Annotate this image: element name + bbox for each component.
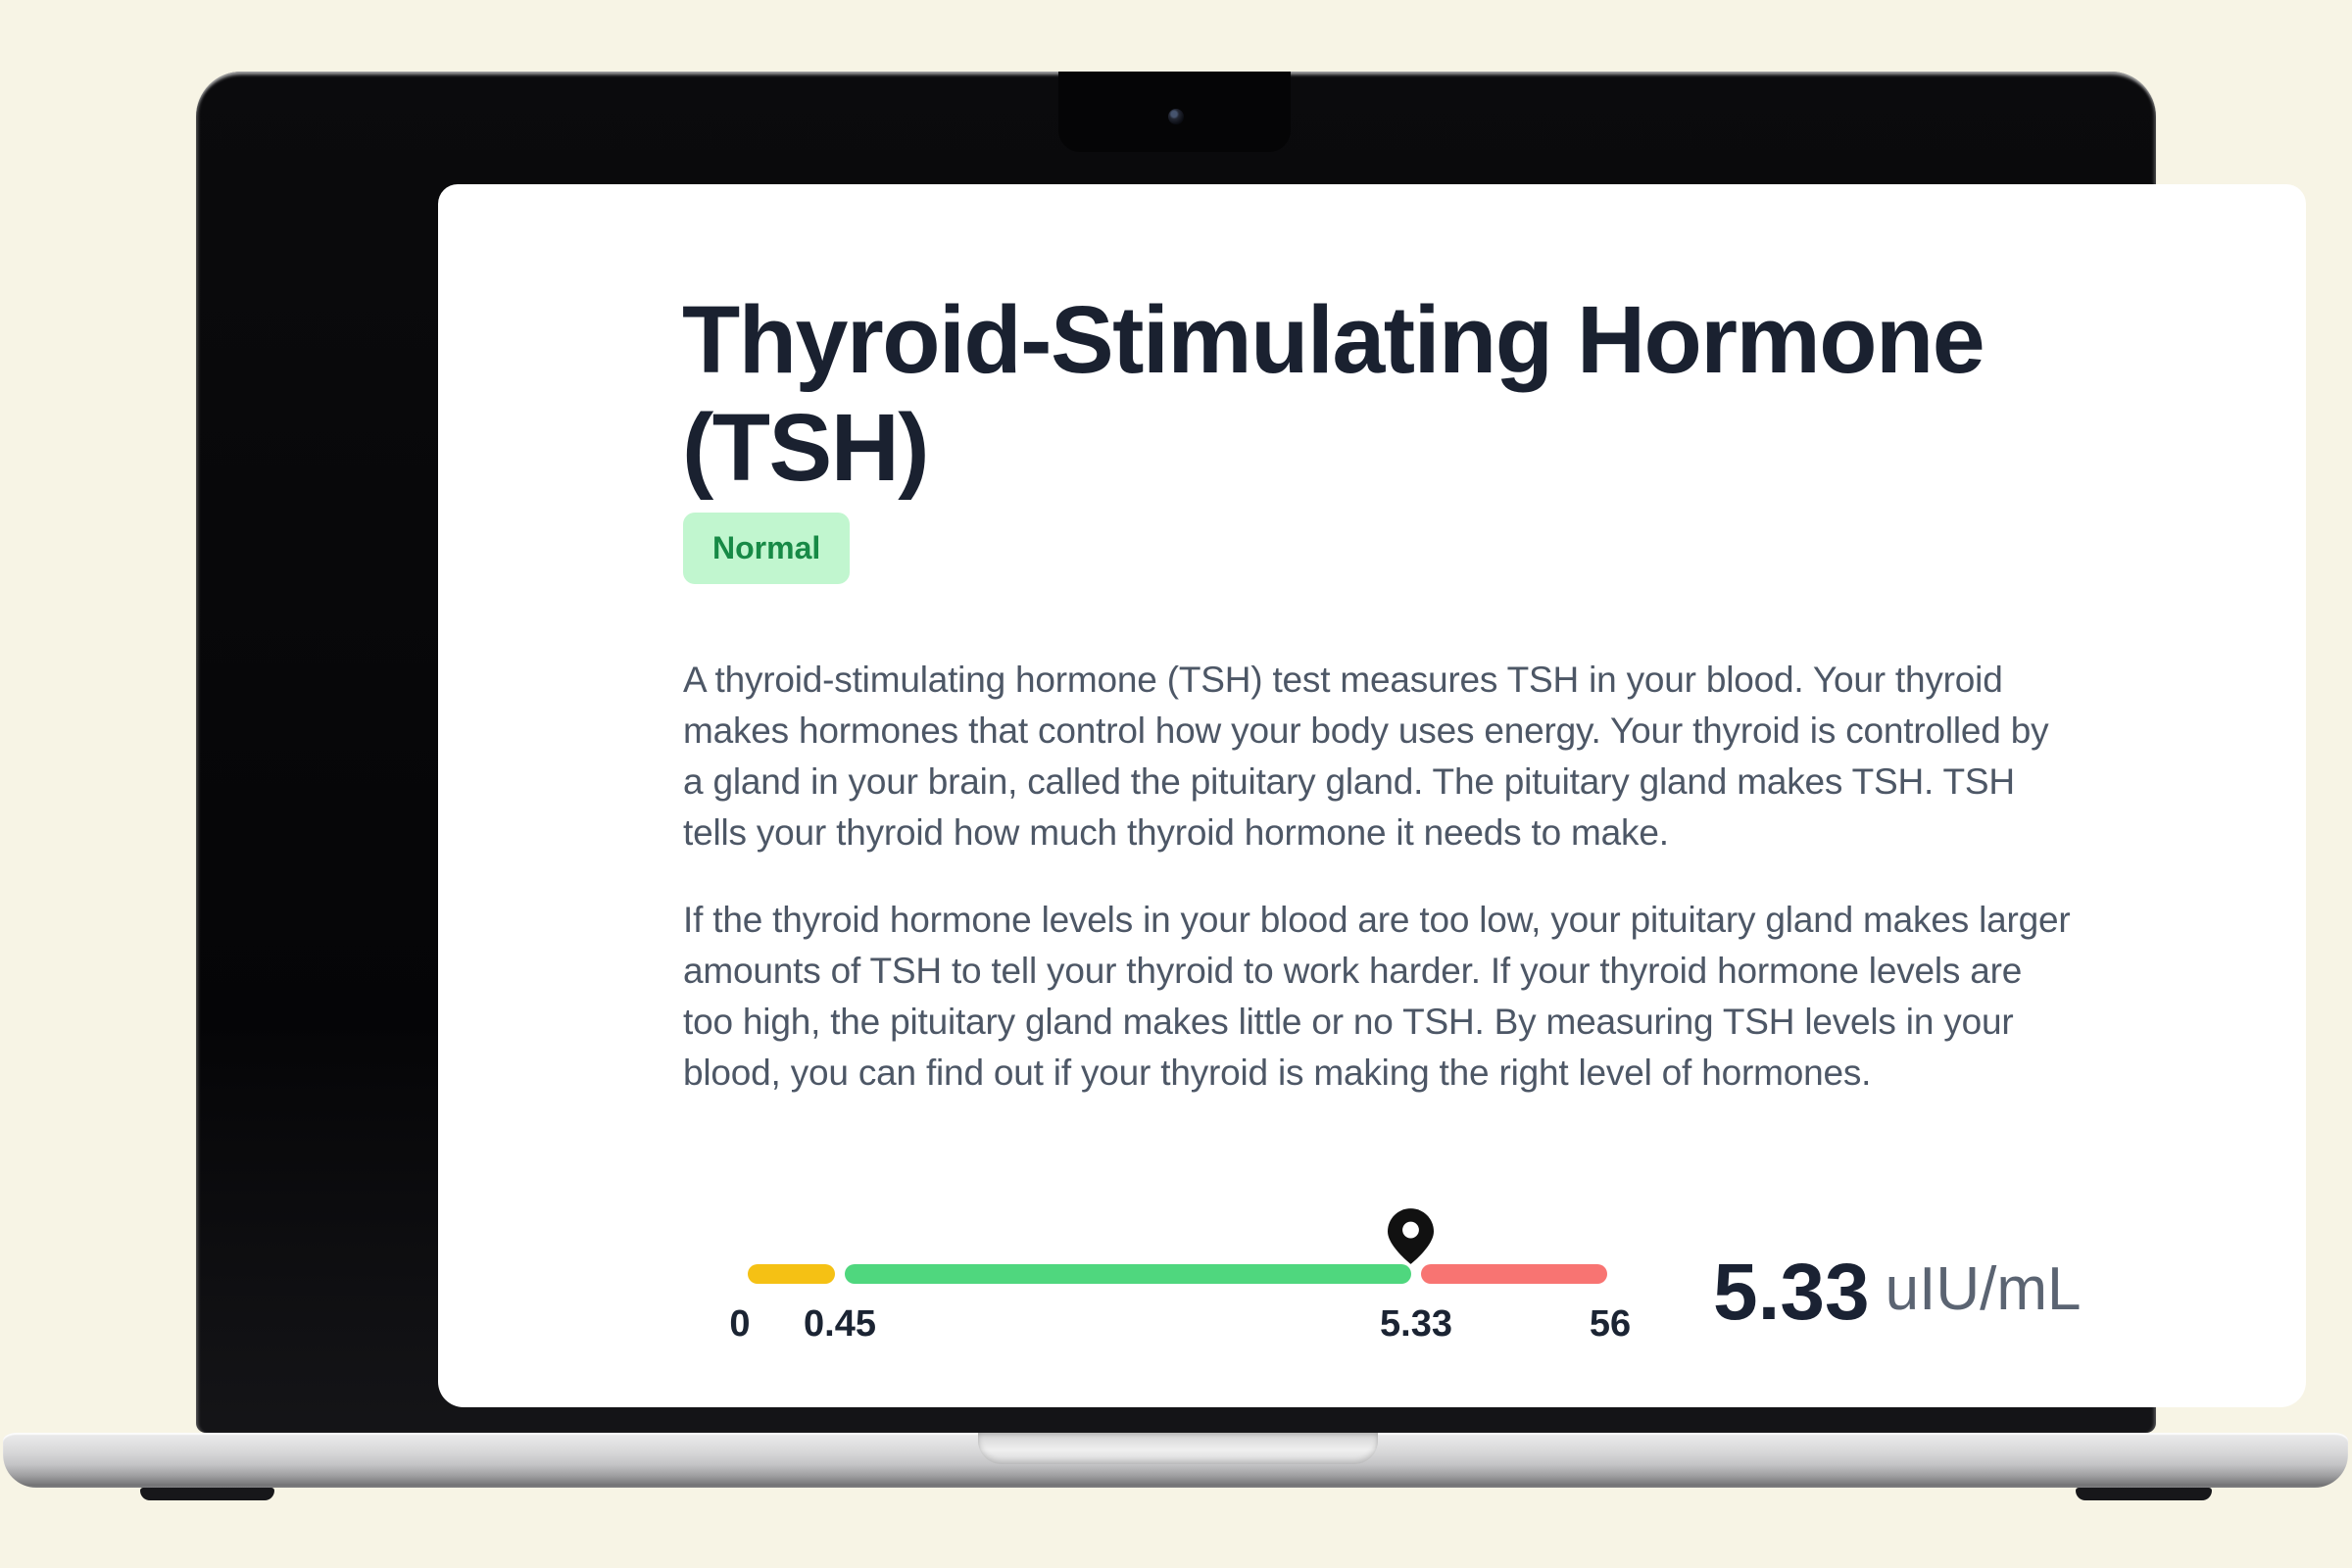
tick-label-result: 5.33	[1380, 1303, 1452, 1345]
result-range-gauge: 0 0.45 5.33 56	[729, 1208, 1631, 1345]
result-value-group: 5.33 uIU/mL	[1713, 1252, 2081, 1333]
status-badge: Normal	[683, 513, 851, 584]
laptop-lid: Thyroid-Stimulating Hormone (TSH) Normal…	[196, 72, 2306, 1433]
webcam-camera-icon	[1168, 109, 1184, 124]
range-segment-normal	[845, 1264, 1411, 1284]
lid-opening-notch	[978, 1433, 1378, 1464]
map-pin-icon	[1388, 1208, 1434, 1264]
tick-label-max: 56	[1589, 1303, 1632, 1345]
laptop-screen: Thyroid-Stimulating Hormone (TSH) Normal…	[438, 184, 2306, 1407]
page-title: Thyroid-Stimulating Hormone (TSH)	[682, 286, 1985, 501]
range-segment-above-normal	[1421, 1264, 1607, 1284]
laptop-base	[3, 1433, 2348, 1488]
description-paragraph-2: If the thyroid hormone levels in your bl…	[683, 900, 2071, 1093]
range-bar	[748, 1264, 1607, 1284]
result-unit: uIU/mL	[1885, 1255, 2082, 1323]
tick-label-min: 0	[729, 1303, 751, 1345]
camera-notch	[1058, 72, 1291, 152]
laptop-foot-left	[140, 1488, 274, 1500]
laptop-foot-right	[2076, 1488, 2212, 1500]
tick-label-normal-low: 0.45	[804, 1303, 876, 1345]
range-segment-below-normal	[748, 1264, 835, 1284]
result-value: 5.33	[1713, 1248, 1870, 1337]
description-paragraph-1: A thyroid-stimulating hormone (TSH) test…	[683, 660, 2049, 853]
